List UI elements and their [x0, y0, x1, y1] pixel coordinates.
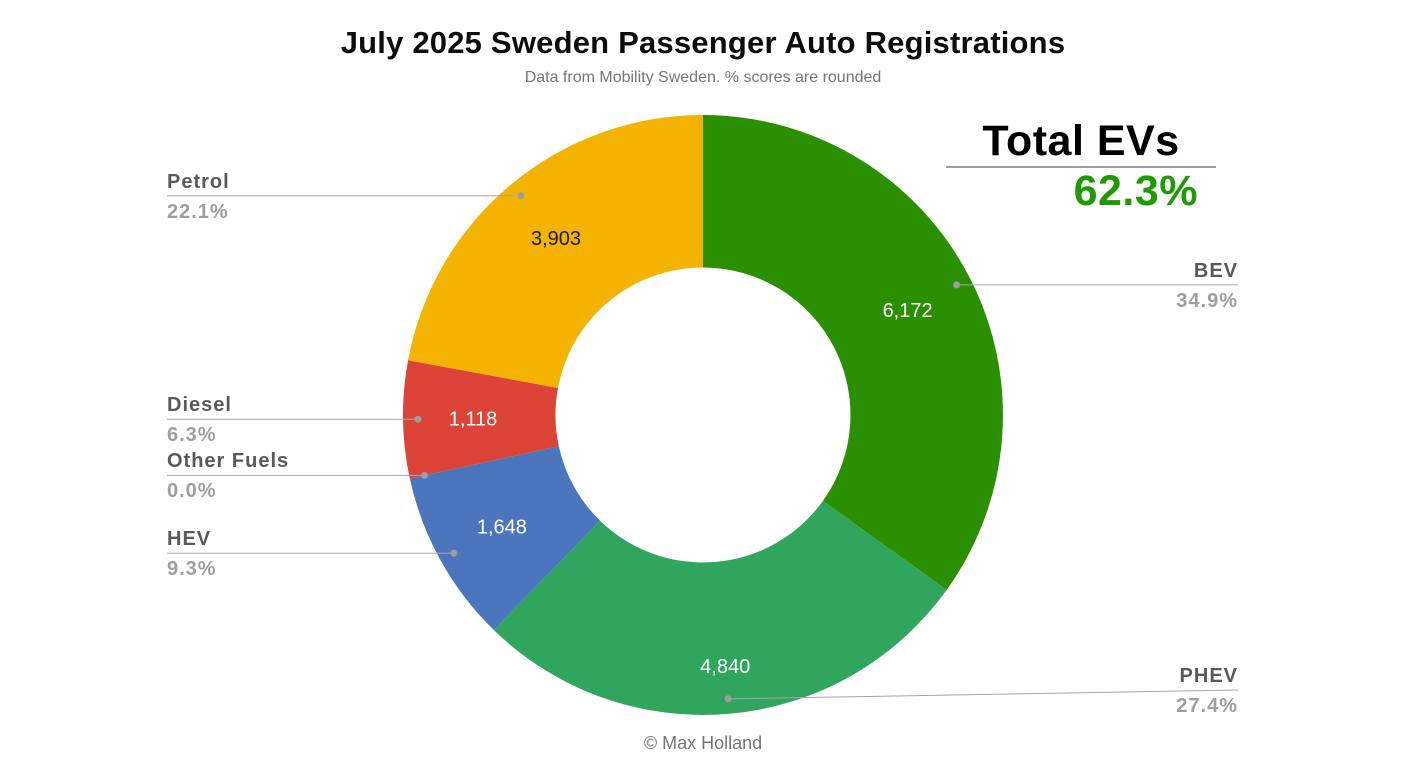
slice-value-diesel: 1,118: [449, 408, 498, 430]
callout-pct-other-fuels: 0.0%: [167, 480, 217, 503]
callout-label-phev: PHEV: [1179, 665, 1238, 687]
callout-pct-hev: 9.3%: [167, 558, 217, 581]
donut-slice-diesel[interactable]: [403, 360, 559, 479]
total-evs-value: 62.3%: [1073, 167, 1198, 215]
callout-dot-phev: [724, 695, 732, 703]
callout-pct-diesel: 6.3%: [167, 424, 217, 447]
total-evs-label: Total EVs: [946, 118, 1216, 168]
callout-label-diesel: Diesel: [167, 394, 232, 417]
callout-pct-phev: 27.4%: [1176, 695, 1238, 717]
callout-dot-petrol: [517, 192, 525, 200]
donut-slice-hev[interactable]: [409, 446, 601, 630]
slice-value-hev: 1,648: [477, 517, 527, 539]
total-evs-callout: Total EVs 62.3%: [946, 118, 1216, 213]
slice-value-phev: 4,840: [700, 656, 750, 678]
chart-subtitle: Data from Mobility Sweden. % scores are …: [524, 69, 882, 86]
callout-dot-bev: [953, 281, 961, 289]
donut-slice-phev[interactable]: [493, 501, 947, 715]
slice-value-petrol: 3,903: [531, 228, 581, 250]
donut-slice-bev[interactable]: [703, 115, 1003, 590]
donut-slice-petrol[interactable]: [408, 115, 703, 388]
callout-pct-bev: 34.9%: [1176, 289, 1238, 312]
chart-title: July 2025 Sweden Passenger Auto Registra…: [340, 25, 1066, 60]
callout-dot-diesel: [414, 415, 422, 423]
callout-dot-hev: [450, 549, 458, 557]
credit-footer: © Max Holland: [643, 733, 763, 753]
callout-label-petrol: Petrol: [167, 170, 230, 193]
callout-label-hev: HEV: [167, 528, 212, 551]
callout-line-phev: [728, 689, 1239, 700]
callout-label-other-fuels: Other Fuels: [167, 450, 290, 473]
slice-value-bev: 6,172: [883, 300, 933, 322]
callout-label-bev: BEV: [1193, 259, 1238, 282]
callout-dot-other-fuels: [421, 471, 428, 479]
callout-pct-petrol: 22.1%: [167, 200, 229, 223]
